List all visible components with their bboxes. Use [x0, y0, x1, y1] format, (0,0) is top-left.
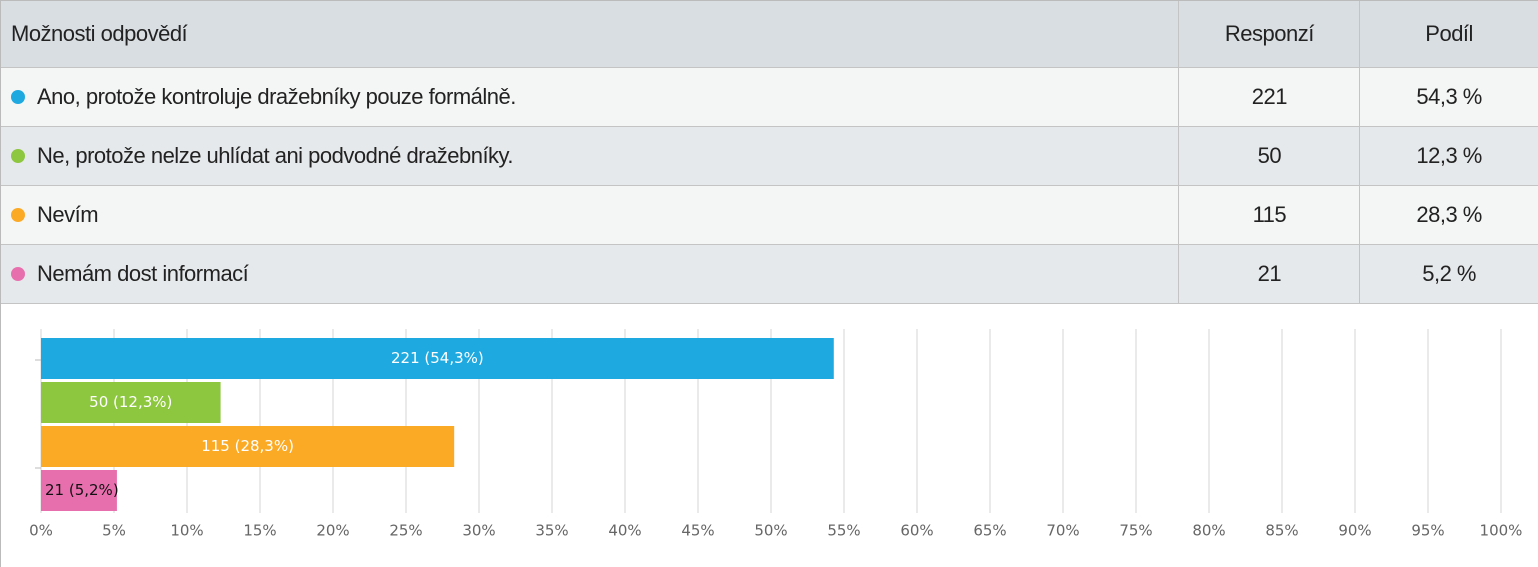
table-body: Ano, protože kontroluje dražebníky pouze…	[1, 68, 1538, 304]
value-label: 221 (54,3%)	[391, 349, 484, 367]
bar	[41, 338, 834, 379]
x-tick-label: 90%	[1338, 522, 1371, 540]
x-tick-label: 20%	[316, 522, 349, 540]
answer-cell: Ne, protože nelze uhlídat ani podvodné d…	[1, 127, 1180, 185]
x-tick-label: 70%	[1046, 522, 1079, 540]
color-dot	[11, 90, 25, 104]
share-cell: 12,3 %	[1416, 143, 1482, 168]
count-cell: 115	[1179, 186, 1361, 244]
x-tick-label: 75%	[1119, 522, 1152, 540]
header-cell: Podíl	[1425, 21, 1473, 46]
answer-cell: Ano, protože kontroluje dražebníky pouze…	[1, 68, 1180, 126]
x-tick-label: 55%	[827, 522, 860, 540]
x-tick-label: 100%	[1480, 522, 1523, 540]
x-tick-label: 25%	[389, 522, 422, 540]
chart: 0% 5% 10% 15% 20% 25% 30% 35% 40% 45% 50% 55% 60% 65%…	[29, 329, 1523, 540]
value-label: 115 (28,3%)	[201, 437, 294, 455]
answer-text: Nevím	[37, 202, 99, 227]
color-dot	[11, 208, 25, 222]
x-tick-label: 35%	[535, 522, 568, 540]
bar	[41, 426, 455, 467]
share-cell: 28,3 %	[1416, 202, 1482, 227]
count-cell: 50	[1179, 127, 1361, 185]
count-cell: 221	[1179, 68, 1361, 126]
x-tick-label: 40%	[608, 522, 641, 540]
table-row: Ano, protože kontroluje dražebníky pouze…	[1, 68, 1538, 127]
color-dot	[11, 149, 25, 163]
x-tick-label: 50%	[754, 522, 787, 540]
x-tick-label: 15%	[243, 522, 276, 540]
x-tick-label: 60%	[900, 522, 933, 540]
x-tick-label: 30%	[462, 522, 495, 540]
x-tick-label: 95%	[1411, 522, 1444, 540]
x-tick-label: 10%	[170, 522, 203, 540]
answer-cell: Nemám dost informací	[1, 245, 1180, 303]
x-tick-label: 65%	[973, 522, 1006, 540]
header-cell: Možnosti odpovědí	[1, 1, 1180, 67]
header-cell: Responzí	[1179, 1, 1361, 67]
answer-text: Nemám dost informací	[37, 261, 249, 286]
share-cell: 54,3 %	[1416, 84, 1482, 109]
value-label: 21 (5,2%)	[45, 481, 119, 499]
x-tick-label: 0%	[29, 522, 53, 540]
answer-cell: Nevím	[1, 186, 1180, 244]
share-cell: 5,2 %	[1422, 261, 1476, 286]
bar	[41, 470, 117, 511]
x-tick-label: 85%	[1265, 522, 1298, 540]
answer-text: Ano, protože kontroluje dražebníky pouze…	[37, 84, 516, 109]
bar	[41, 382, 221, 423]
table-row: Nemám dost informací 21 5,2 %	[1, 245, 1538, 304]
answer-text: Ne, protože nelze uhlídat ani podvodné d…	[37, 143, 514, 168]
table-row: Ne, protože nelze uhlídat ani podvodné d…	[1, 127, 1538, 186]
value-label: 50 (12,3%)	[89, 393, 172, 411]
x-tick-label: 80%	[1192, 522, 1225, 540]
count-cell: 21	[1179, 245, 1361, 303]
x-tick-label: 45%	[681, 522, 714, 540]
table-header: Možnosti odpovědí Responzí Podíl	[1, 0, 1538, 68]
color-dot	[11, 267, 25, 281]
x-tick-label: 5%	[102, 522, 126, 540]
table-row: Nevím 115 28,3 %	[1, 186, 1538, 245]
